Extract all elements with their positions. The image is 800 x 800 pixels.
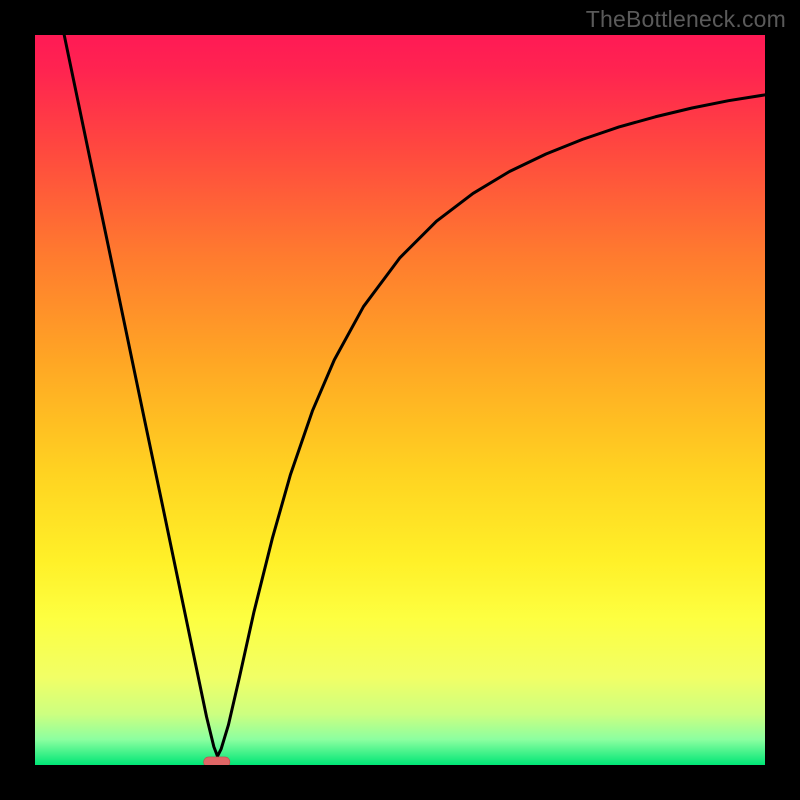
chart-canvas: TheBottleneck.com: [0, 0, 800, 800]
watermark-text: TheBottleneck.com: [586, 6, 786, 33]
chart-background-gradient: [35, 35, 765, 765]
bottleneck-curve-chart: [0, 0, 800, 800]
